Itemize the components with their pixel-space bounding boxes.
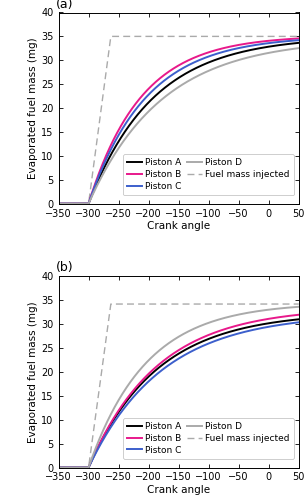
- X-axis label: Crank angle: Crank angle: [147, 485, 210, 495]
- Y-axis label: Evaporated fuel mass (mg): Evaporated fuel mass (mg): [28, 301, 38, 442]
- Legend: Piston A, Piston B, Piston C, Piston D, Fuel mass injected: Piston A, Piston B, Piston C, Piston D, …: [123, 418, 294, 459]
- X-axis label: Crank angle: Crank angle: [147, 222, 210, 232]
- Legend: Piston A, Piston B, Piston C, Piston D, Fuel mass injected: Piston A, Piston B, Piston C, Piston D, …: [123, 154, 294, 196]
- Text: (a): (a): [56, 0, 74, 10]
- Text: (b): (b): [56, 262, 74, 274]
- Y-axis label: Evaporated fuel mass (mg): Evaporated fuel mass (mg): [28, 38, 38, 179]
